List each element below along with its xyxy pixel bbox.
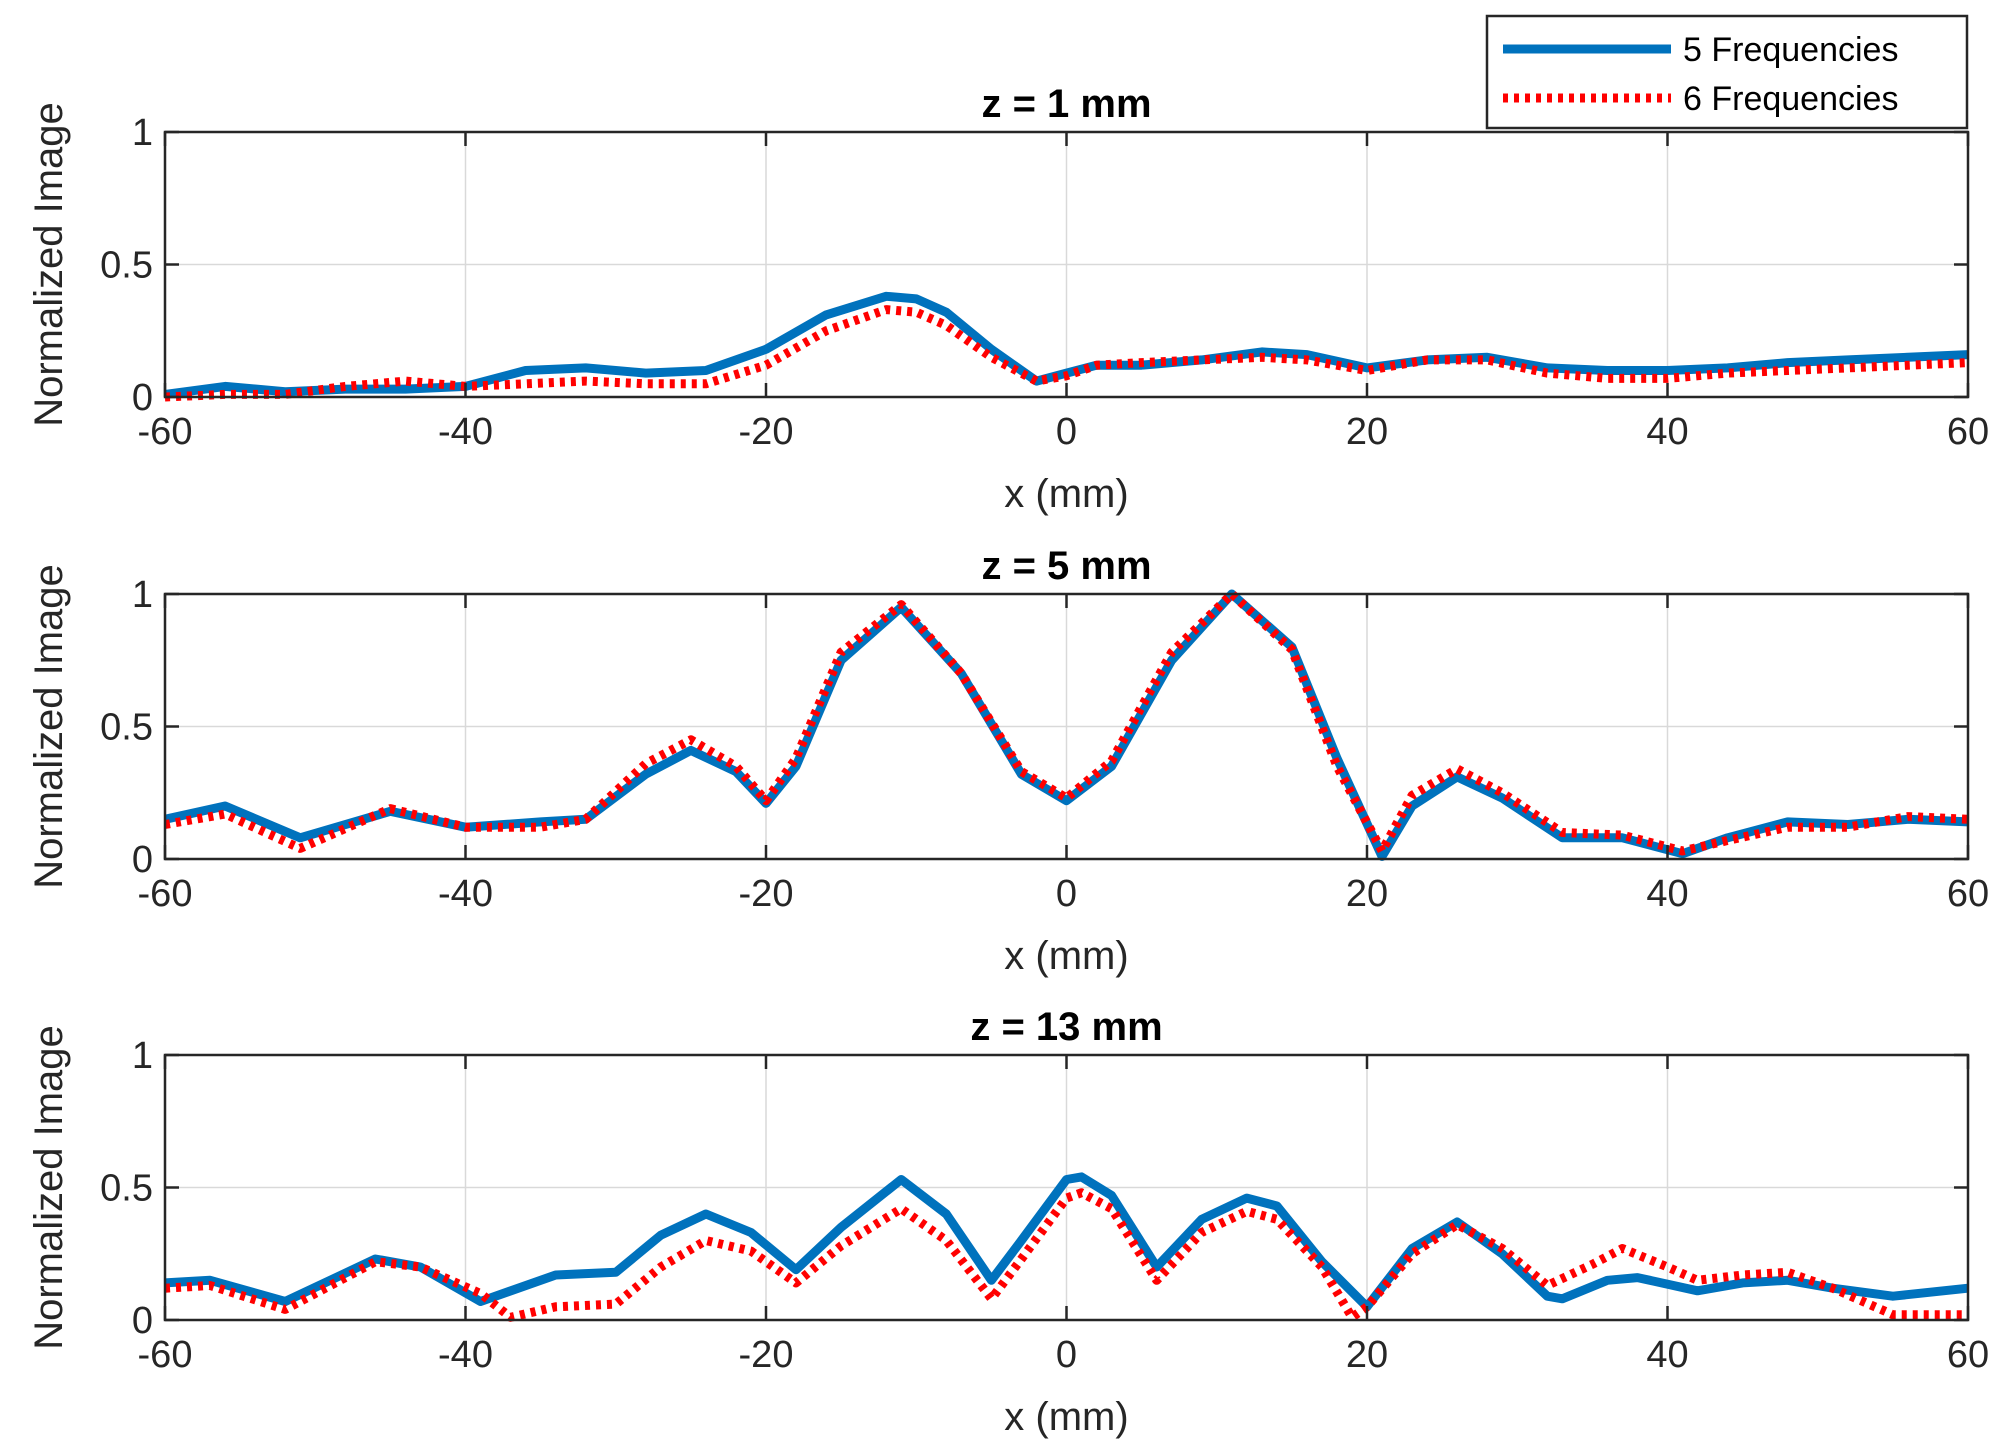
- x-axis-label: x (mm): [1004, 472, 1128, 516]
- x-tick-label: 60: [1947, 411, 1989, 453]
- panel-3: -60 -40 -20 0 20 40 60 0 0.5 1 z = 13 mm x (mm) Norm…: [27, 1005, 1989, 1439]
- y-tick-label: 0: [132, 1300, 153, 1342]
- x-tick-label: 0: [1056, 411, 1077, 453]
- x-tick-label: 20: [1346, 1334, 1388, 1376]
- x-tick-label: 0: [1056, 873, 1077, 915]
- y-tick-label: 1: [132, 112, 153, 154]
- y-tick-label: 0.5: [100, 245, 153, 287]
- plot-title: z = 13 mm: [970, 1005, 1162, 1049]
- y-axis-label: Normalized Image: [27, 102, 71, 427]
- x-tick-label: -20: [739, 411, 794, 453]
- x-tick-label: 60: [1947, 1334, 1989, 1376]
- series-line-5-frequencies: [164, 291, 1969, 399]
- panel-2: -60 -40 -20 0 20 40 60 0 0.5 1 z = 5 mm x (mm) Norma…: [27, 544, 1989, 978]
- x-tick-label: -20: [739, 873, 794, 915]
- y-tick-label: 1: [132, 574, 153, 616]
- legend: 5 Frequencies 6 Frequencies: [1485, 14, 1969, 130]
- legend-label-5-frequencies: 5 Frequencies: [1683, 31, 1898, 69]
- x-tick-label: -40: [438, 873, 493, 915]
- y-tick-label: 0: [132, 377, 153, 419]
- x-tick-label: -20: [739, 1334, 794, 1376]
- series-line-6-frequencies: [164, 305, 1969, 402]
- x-tick-label: 20: [1346, 411, 1388, 453]
- x-tick-label: -60: [138, 411, 193, 453]
- panel-1: -60 -40 -20 0 20 40 60 0 0.5 1 z = 1 mm x (mm) Norma…: [27, 82, 1989, 516]
- legend-label-6-frequencies: 6 Frequencies: [1683, 80, 1898, 118]
- y-tick-label: 0.5: [100, 707, 153, 749]
- y-tick-label: 0: [132, 839, 153, 881]
- x-tick-label: 20: [1346, 873, 1388, 915]
- x-tick-label: 40: [1646, 411, 1688, 453]
- series-line-5-frequencies: [164, 1172, 1969, 1312]
- plot-title: z = 5 mm: [981, 544, 1151, 588]
- y-tick-label: 0.5: [100, 1168, 153, 1210]
- x-tick-label: -40: [438, 1334, 493, 1376]
- plot-title: z = 1 mm: [981, 82, 1151, 126]
- y-axis-label: Normalized Image: [27, 1025, 71, 1350]
- x-tick-label: 40: [1646, 873, 1688, 915]
- x-tick-label: 0: [1056, 1334, 1077, 1376]
- y-axis-label: Normalized Image: [27, 564, 71, 889]
- x-tick-label: -60: [138, 873, 193, 915]
- x-axis-label: x (mm): [1004, 934, 1128, 978]
- series-line-6-frequencies: [164, 589, 1969, 856]
- x-tick-label: 40: [1646, 1334, 1688, 1376]
- x-tick-label: -40: [438, 411, 493, 453]
- x-axis-label: x (mm): [1004, 1395, 1128, 1439]
- y-tick-label: 1: [132, 1035, 153, 1077]
- legend-box: [1485, 14, 1969, 130]
- x-tick-label: 60: [1947, 873, 1989, 915]
- x-tick-label: -60: [138, 1334, 193, 1376]
